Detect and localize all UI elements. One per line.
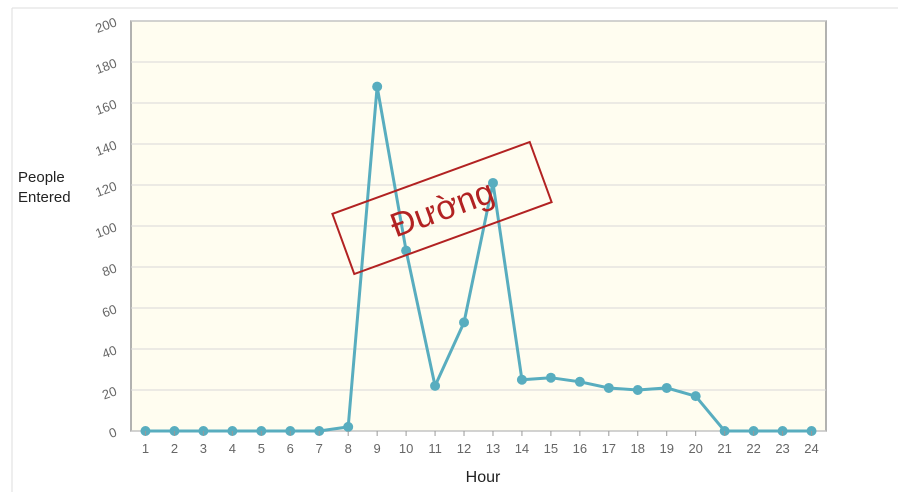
point xyxy=(690,391,701,402)
x-tick-label: 21 xyxy=(717,441,731,456)
x-tick-label: 3 xyxy=(200,441,207,456)
y-tick-label: 140 xyxy=(93,137,119,159)
point xyxy=(516,374,527,385)
x-tick-label: 18 xyxy=(631,441,645,456)
point xyxy=(459,317,470,328)
x-tick-label: 23 xyxy=(775,441,789,456)
x-tick-label: 4 xyxy=(229,441,236,456)
y-axis-label: People Entered xyxy=(18,169,71,206)
x-tick-label: 11 xyxy=(428,441,442,456)
x-tick-label: 13 xyxy=(486,441,500,456)
x-tick-label: 5 xyxy=(258,441,265,456)
y-tick-label: 160 xyxy=(93,96,119,118)
y-tick-label: 40 xyxy=(100,342,119,361)
stamp-box xyxy=(331,140,553,276)
point xyxy=(487,177,498,188)
point xyxy=(430,380,441,391)
y-tick-label: 120 xyxy=(93,178,119,200)
x-tick-label: 6 xyxy=(287,441,294,456)
y-tick-label: 200 xyxy=(93,14,119,36)
point xyxy=(372,81,383,92)
x-tick-label: 22 xyxy=(746,441,760,456)
x-tick-label: 14 xyxy=(515,441,529,456)
x-tick-label: 20 xyxy=(688,441,702,456)
x-tick-label: 16 xyxy=(573,441,587,456)
x-tick-label: 7 xyxy=(316,441,323,456)
y-tick-label: 0 xyxy=(107,424,119,441)
x-tick-label: 12 xyxy=(457,441,471,456)
y-tick-label: 60 xyxy=(100,301,119,320)
point xyxy=(574,376,585,387)
x-tick-label: 2 xyxy=(171,441,178,456)
y-tick-label: 100 xyxy=(93,219,119,241)
x-tick-label: 9 xyxy=(374,441,381,456)
x-tick-label: 10 xyxy=(399,441,413,456)
y-tick-label: 20 xyxy=(100,383,119,402)
point xyxy=(343,421,354,432)
x-tick-label: 19 xyxy=(659,441,673,456)
point xyxy=(603,382,614,393)
x-tick-label: 17 xyxy=(602,441,616,456)
x-tick-label: 24 xyxy=(804,441,818,456)
x-tick-label: 8 xyxy=(345,441,352,456)
point xyxy=(401,245,412,256)
point xyxy=(661,382,672,393)
x-tick-label: 15 xyxy=(544,441,558,456)
point xyxy=(545,372,556,383)
point xyxy=(632,385,643,395)
y-tick-label: 80 xyxy=(100,260,119,279)
y-tick-label: 180 xyxy=(93,55,119,77)
x-tick-label: 1 xyxy=(142,441,149,456)
x-axis-label: Hour xyxy=(466,469,501,486)
